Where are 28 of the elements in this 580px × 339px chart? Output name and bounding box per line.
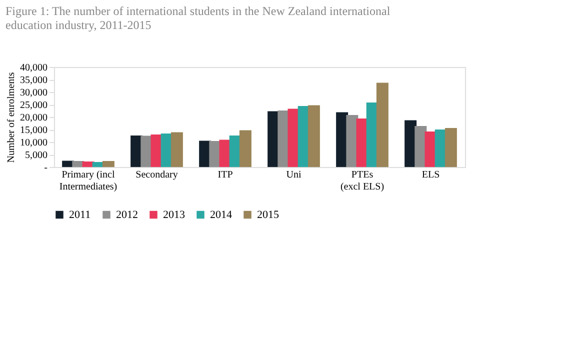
y-tick-label: 20,000 bbox=[20, 112, 48, 124]
bar bbox=[376, 82, 388, 167]
y-tick-label: - bbox=[44, 162, 48, 174]
y-tick-label: 30,000 bbox=[20, 88, 48, 98]
x-tick-label: PTEs (excl ELS) bbox=[340, 170, 384, 192]
y-tick-label: 5,000 bbox=[25, 150, 48, 161]
y-axis-title: Number of enrolments bbox=[6, 72, 17, 163]
bar bbox=[102, 161, 114, 167]
y-tick-label: 10,000 bbox=[20, 138, 48, 148]
x-tick-label: Secondary bbox=[136, 170, 178, 180]
y-tick-label: 25,000 bbox=[20, 100, 48, 111]
x-tick-label: Uni bbox=[286, 170, 302, 180]
x-tick-label: ITP bbox=[218, 170, 234, 180]
y-tick-label: 15,000 bbox=[20, 125, 48, 136]
legend-label: 2014 bbox=[210, 208, 232, 221]
y-tick-label: 40,000 bbox=[20, 62, 48, 74]
legend-label: 2013 bbox=[163, 208, 186, 221]
x-tick-label: ELS bbox=[422, 170, 440, 180]
chart-title: Figure 1: The number of international students in the New Zealand international education industry, 2011-2015 bbox=[6, 4, 391, 32]
bar bbox=[170, 132, 183, 167]
bar bbox=[308, 105, 320, 167]
bar bbox=[444, 128, 457, 167]
bar bbox=[239, 130, 252, 167]
legend-label: 2015 bbox=[257, 208, 280, 221]
y-tick-label: 35,000 bbox=[20, 75, 48, 86]
legend-label: 2011 bbox=[69, 208, 91, 221]
x-tick-label: Primary (incl Intermediates) bbox=[59, 170, 118, 192]
legend-label: 2012 bbox=[116, 208, 138, 221]
